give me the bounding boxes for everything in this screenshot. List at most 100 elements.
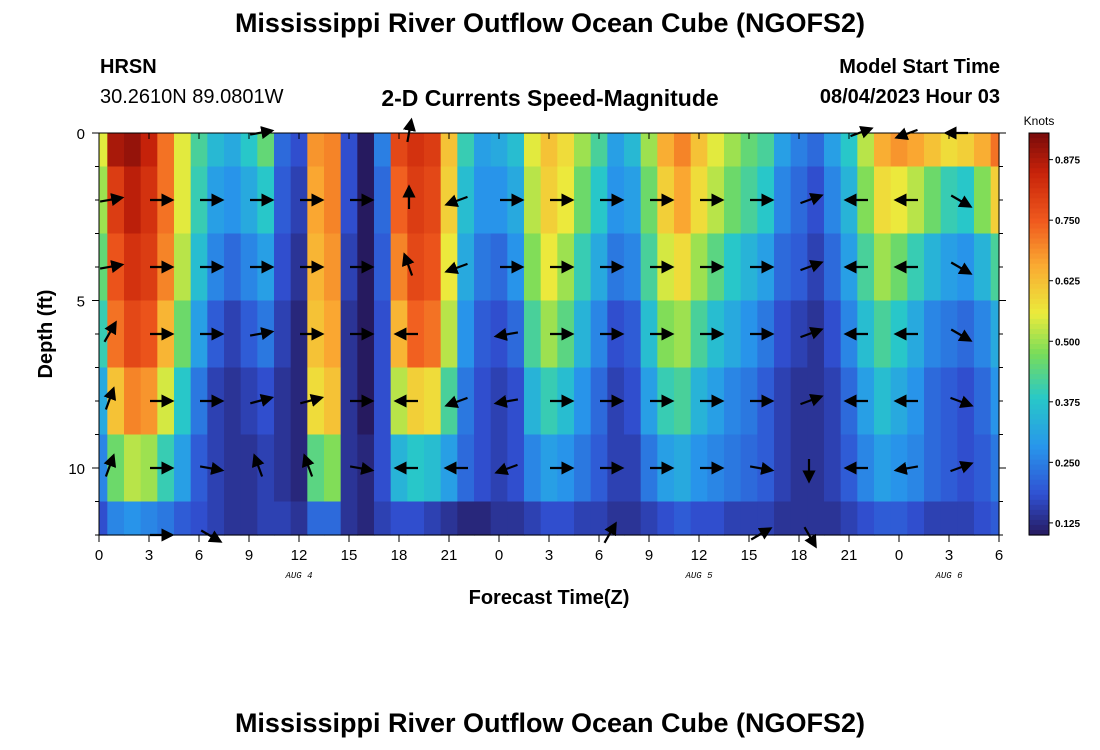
current-vector-arrow <box>444 261 468 275</box>
heatmap-cell <box>257 501 275 536</box>
heatmap-cell <box>407 233 425 302</box>
heatmap-cell <box>957 501 975 536</box>
current-vector-arrow <box>99 260 125 274</box>
x-tick-label: 15 <box>741 547 758 564</box>
x-tick-label: 0 <box>895 547 903 564</box>
colorbar-segment <box>1029 298 1049 305</box>
heatmap-cell <box>590 233 608 302</box>
x-tick-label: 21 <box>441 547 458 564</box>
heatmap-cell <box>157 501 175 536</box>
x-tick-label: 3 <box>545 547 553 564</box>
current-vector-arrow <box>950 261 973 275</box>
heatmap-cell <box>240 233 258 302</box>
heatmap-cell <box>674 133 692 168</box>
heatmap-cell <box>290 166 308 235</box>
heatmap-cell <box>624 300 642 369</box>
heatmap-cell <box>640 501 658 536</box>
colorbar-segment <box>1029 494 1049 501</box>
heatmap-cell <box>424 166 442 235</box>
current-vector-arrow <box>250 394 275 407</box>
heatmap-cell <box>140 233 158 302</box>
heatmap-cell <box>507 133 525 168</box>
colorbar-segment <box>1029 258 1049 265</box>
colorbar-tick-label: 0.875 <box>1055 156 1080 167</box>
model-start-label: Model Start Time <box>839 56 1000 78</box>
heatmap-cell <box>457 300 475 369</box>
heatmap-cell <box>740 133 758 168</box>
heatmap-cell <box>907 434 925 503</box>
heatmap-cell <box>807 133 825 168</box>
heatmap-cell <box>457 233 475 302</box>
current-vector-arrow <box>493 327 519 341</box>
heatmap-cell <box>674 166 692 235</box>
heatmap-cell <box>724 233 742 302</box>
heatmap-cell <box>374 166 392 235</box>
heatmap-cell <box>240 300 258 369</box>
heatmap-cell <box>790 166 808 235</box>
heatmap-cell <box>107 367 125 436</box>
heatmap-cell <box>574 233 592 302</box>
colorbar-segment <box>1029 198 1049 204</box>
heatmap-cell <box>457 501 475 536</box>
colorbar-segment <box>1029 474 1049 481</box>
heatmap-cell <box>940 367 958 436</box>
date-label: AUG 6 <box>934 571 963 581</box>
x-tick-label: 3 <box>145 547 153 564</box>
x-tick-label: 0 <box>495 547 503 564</box>
colorbar-segment <box>1029 364 1049 370</box>
colorbar-segment <box>1029 203 1049 209</box>
y-tick-label: 5 <box>77 294 85 311</box>
heatmap-cell <box>524 233 542 302</box>
heatmap-cell <box>524 133 542 168</box>
colorbar-segment <box>1029 519 1049 526</box>
colorbar-segment <box>1029 173 1049 179</box>
heatmap-cell <box>690 434 708 503</box>
colorbar-segment <box>1029 323 1049 330</box>
heatmap-cell <box>574 300 592 369</box>
colorbar-segment <box>1029 168 1049 174</box>
heatmap-cell <box>590 166 608 235</box>
colorbar-segment <box>1029 409 1049 416</box>
colorbar-segment <box>1029 424 1049 431</box>
colorbar-segment <box>1029 399 1049 405</box>
heatmap-cell <box>324 233 342 302</box>
heatmap-cell <box>174 233 192 302</box>
heatmap-cell <box>240 501 258 536</box>
heatmap-cell <box>707 501 725 536</box>
colorbar-segment <box>1029 328 1049 335</box>
heatmap-cell <box>940 434 958 503</box>
heatmap-cell <box>624 166 642 235</box>
heatmap-cell <box>657 133 675 168</box>
colorbar-tick-label: 0.250 <box>1055 458 1080 469</box>
footer-title: Mississippi River Outflow Ocean Cube (NG… <box>234 708 866 738</box>
heatmap-cell <box>140 501 158 536</box>
heatmap-cell <box>524 367 542 436</box>
colorbar-segment <box>1029 133 1049 139</box>
heatmap-cell <box>374 300 392 369</box>
colorbar-tick-label: 0.375 <box>1055 398 1080 409</box>
current-vector-arrow <box>401 252 415 276</box>
colorbar-segment <box>1029 484 1049 491</box>
heatmap-cell <box>974 434 992 503</box>
colorbar-segment <box>1029 454 1049 461</box>
heatmap-cell <box>357 133 375 168</box>
heatmap-cell <box>807 501 825 536</box>
chart-title: Mississippi River Outflow Ocean Cube (NG… <box>234 8 866 38</box>
colorbar-segment <box>1029 213 1049 220</box>
heatmap-cell <box>824 501 842 536</box>
heatmap-cell <box>874 501 892 536</box>
colorbar-tick-label: 0.500 <box>1055 337 1080 348</box>
heatmap-cell <box>774 133 792 168</box>
colorbar-segment <box>1029 509 1049 516</box>
colorbar-segment <box>1029 178 1049 184</box>
heatmap-cell <box>490 501 508 536</box>
heatmap-cell <box>857 501 875 536</box>
heatmap-cell <box>790 300 808 369</box>
colorbar-tick-label: 0.125 <box>1055 519 1080 530</box>
heatmap-cell <box>640 233 658 302</box>
heatmap-cell <box>107 501 125 536</box>
heatmap-cell <box>724 501 742 536</box>
heatmap-cell <box>524 300 542 369</box>
heatmap-cell <box>524 166 542 235</box>
heatmap-cell <box>440 300 458 369</box>
